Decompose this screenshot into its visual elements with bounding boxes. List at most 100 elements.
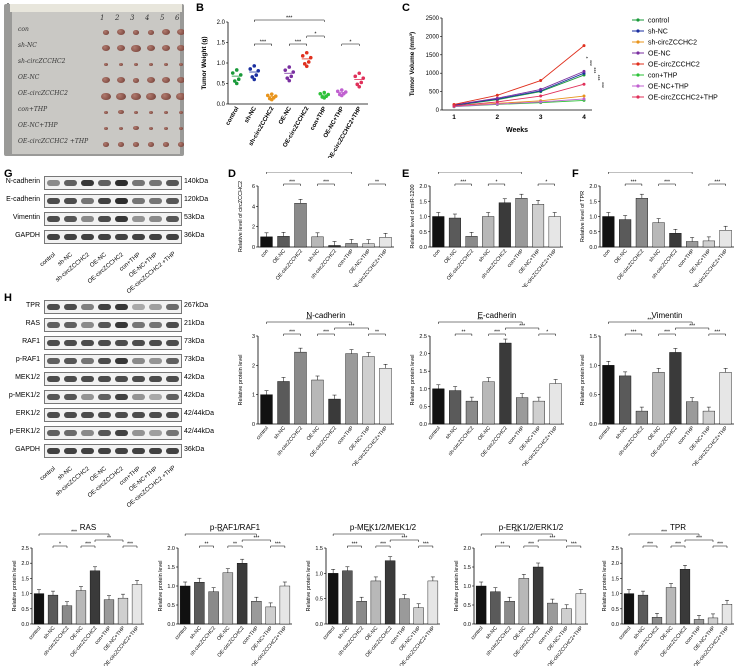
legend-label: OE-NC	[648, 51, 671, 58]
tumor-sample	[147, 77, 155, 83]
bar	[482, 381, 495, 425]
significance-marker: ***	[477, 172, 483, 174]
blot-band	[81, 448, 94, 454]
x-tick-label: OE-NC	[443, 248, 459, 265]
bar	[652, 222, 665, 248]
significance-bracket	[418, 545, 434, 548]
x-tick-label: con	[432, 248, 442, 258]
significance-bracket	[332, 533, 405, 536]
significance-bracket	[608, 172, 693, 174]
y-tick-label: 2.0	[419, 352, 427, 358]
bar	[518, 578, 530, 625]
blot-row	[44, 176, 182, 190]
bar	[370, 580, 382, 625]
legend-label: sh-circZCCHC2	[648, 40, 697, 47]
blot-band	[149, 234, 162, 240]
x-tick-label: sh-NC	[273, 425, 287, 440]
blot-band	[98, 180, 111, 186]
y-tick-label: 0.5	[611, 607, 619, 613]
y-tick-label: 0.5	[589, 393, 597, 399]
significance-marker: ***	[594, 67, 600, 73]
significance-marker: ***	[366, 530, 372, 536]
y-tick-label: 2	[252, 225, 255, 231]
significance-marker: ***	[401, 536, 407, 542]
tumor-sample	[147, 45, 155, 51]
chart-title: RAS	[80, 523, 96, 532]
blot-row	[44, 426, 182, 440]
significance-bracket	[454, 183, 472, 186]
blot-band	[166, 448, 179, 454]
tumor-sample	[177, 141, 184, 147]
significance-marker: ***	[352, 542, 358, 548]
blot-row	[44, 300, 182, 314]
significance-marker: *	[496, 180, 498, 186]
y-tick-label: 0.0	[463, 622, 471, 628]
tumor-sample	[117, 45, 125, 51]
x-tick-label: 1	[452, 114, 456, 121]
y-axis-label: Relative protein level	[12, 560, 18, 611]
tumor-sample	[134, 110, 138, 114]
significance-bracket	[289, 43, 307, 46]
blot-protein-label: p-MEK1/2	[8, 392, 40, 399]
significance-marker: ***	[514, 530, 520, 536]
bar	[328, 398, 341, 425]
blot-kda-label: 42/44kDa	[184, 410, 214, 417]
tumor-sample	[179, 62, 183, 66]
bar	[635, 198, 648, 248]
y-tick-label: 6	[252, 184, 255, 190]
tumor-sample	[118, 110, 124, 114]
blot-kda-label: 120kDa	[184, 196, 209, 203]
tumor-sample	[147, 141, 155, 147]
photo-group-label: OE-NC	[18, 74, 40, 81]
y-tick-label: 1.0	[21, 592, 29, 598]
series-point	[495, 96, 499, 100]
y-axis-label: Relative protein level	[410, 354, 416, 405]
blot-band	[47, 340, 60, 346]
blot-row	[44, 230, 182, 244]
data-point	[339, 88, 344, 92]
bar	[379, 368, 392, 425]
bar	[328, 245, 341, 248]
significance-bracket	[537, 539, 567, 542]
bar	[356, 600, 367, 625]
series-point	[495, 100, 499, 104]
y-tick-label: 0.0	[419, 245, 427, 251]
blot-band	[115, 430, 128, 436]
tumor-sample	[177, 29, 184, 35]
data-point	[236, 77, 241, 81]
y-tick-label: 0.5	[589, 230, 597, 236]
series-point	[539, 94, 543, 98]
significance-marker: ***	[549, 536, 555, 542]
significance-marker: ***	[689, 324, 695, 330]
y-tick-label: 1.5	[21, 576, 29, 582]
blot-kda-label: 21kDa	[184, 320, 205, 327]
tumor-sample	[117, 141, 125, 147]
significance-marker: ***	[696, 536, 702, 542]
blot-protein-label: p-RAF1	[15, 356, 40, 363]
x-tick-label: control	[597, 425, 612, 441]
bar	[311, 236, 324, 248]
x-tick-label: OE-circZCCHC2+THP	[327, 106, 363, 158]
chart-c-tumor-volume: 0 500 1000 1500 2000 2500 1 2 3 4 Weeks Tumor Volum…	[409, 16, 718, 134]
significance-bracket	[199, 545, 214, 548]
legend-marker	[636, 40, 640, 44]
bar	[548, 216, 561, 248]
blot-band	[81, 430, 94, 436]
series-point	[495, 102, 499, 106]
significance-marker: ***	[590, 60, 596, 66]
significance-marker: ***	[664, 330, 670, 336]
chart-d-circzcchc2: 0 2 4 6 Relative level of circZCCHC2 con OE-NC…	[238, 172, 394, 287]
blot-row	[44, 444, 182, 458]
significance-marker: ***	[85, 542, 91, 548]
blot-band	[64, 340, 77, 346]
chart-title: p-RAF1/RAF1	[210, 523, 261, 532]
blot-row	[44, 194, 182, 208]
significance-marker: *	[649, 172, 651, 174]
blot-band	[64, 358, 77, 364]
bar	[561, 608, 572, 625]
significance-bracket	[347, 545, 362, 548]
significance-bracket	[628, 533, 700, 536]
significance-marker: ***	[71, 530, 77, 536]
tumor-sample	[104, 126, 108, 130]
series-line	[453, 70, 585, 106]
